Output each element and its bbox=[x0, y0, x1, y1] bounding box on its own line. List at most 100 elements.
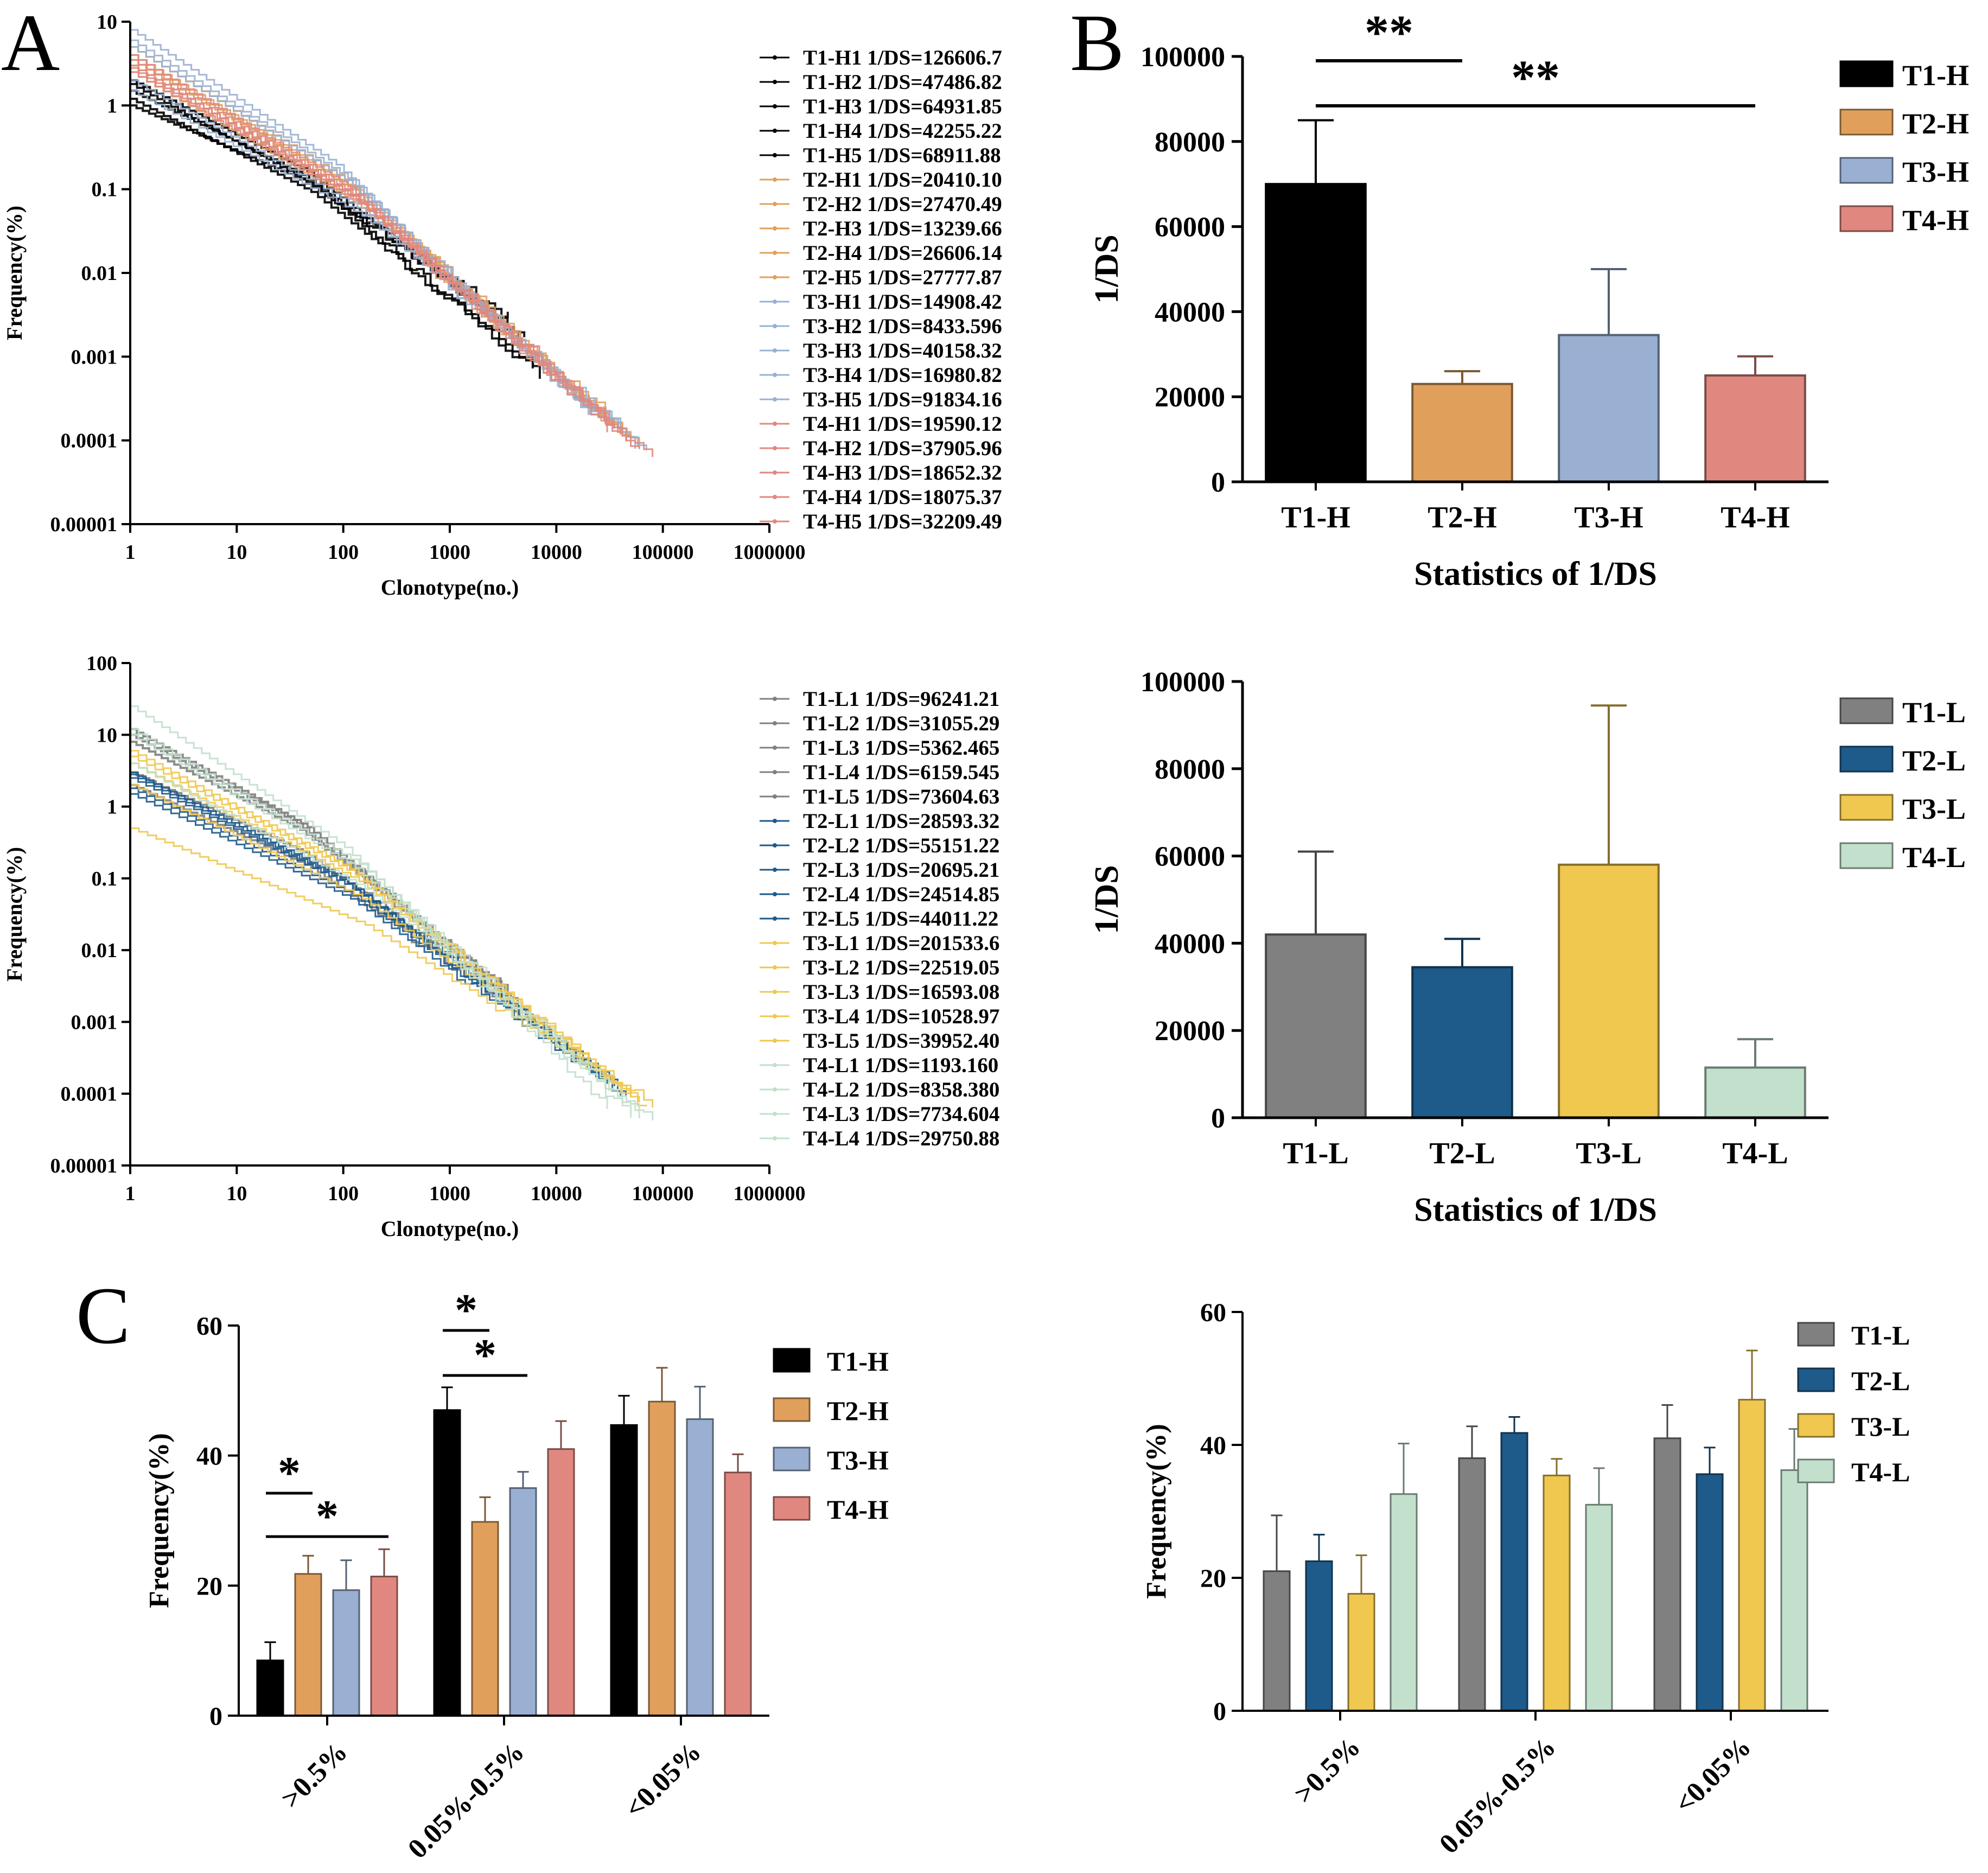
x-tick-label: 1 bbox=[125, 1182, 136, 1205]
legend-marker bbox=[773, 373, 777, 377]
legend-swatch bbox=[1839, 842, 1894, 869]
legend-swatch bbox=[1839, 794, 1894, 821]
panel-label-b: B bbox=[1070, 0, 1125, 88]
y-tick-label: 10 bbox=[97, 724, 117, 747]
legend-marker bbox=[773, 251, 777, 255]
y-axis-label: Frequency(%) bbox=[144, 1433, 175, 1608]
legend-swatch bbox=[1839, 157, 1894, 184]
y-tick-label: 0 bbox=[1213, 1697, 1226, 1726]
clone-frequency-chart-right: >0.5% 0.05%-0.5% <0.05% 0 20 40 60 Frequency(%)… bbox=[1141, 1298, 1910, 1860]
legend-marker bbox=[773, 770, 777, 774]
legend-swatch bbox=[1797, 1413, 1835, 1438]
legend-label: T3-L2 1/DS=22519.05 bbox=[803, 956, 999, 979]
x-tick-label: 1 bbox=[125, 541, 136, 564]
bar bbox=[1411, 383, 1513, 483]
legend-label: T2-H3 1/DS=13239.66 bbox=[803, 217, 1002, 240]
legend-label: T1-H1 1/DS=126606.7 bbox=[803, 46, 1002, 69]
bar bbox=[1558, 863, 1660, 1119]
legend-label: T1-H4 1/DS=42255.22 bbox=[803, 119, 1002, 143]
bar bbox=[433, 1409, 461, 1717]
bar bbox=[686, 1418, 714, 1717]
y-tick-label: 0.00001 bbox=[50, 513, 118, 536]
y-tick-label: 1 bbox=[107, 94, 117, 117]
x-tick-label: T2-L bbox=[1429, 1137, 1495, 1170]
legend-marker bbox=[773, 275, 777, 279]
ds-bar-chart-top: T1-H T2-H T3-H T4-H 0 20000 40000 60000 80000 100… bbox=[1088, 6, 1969, 593]
rank-frequency-plot-bottom: 1 10 100 1000 10000 100000 1000000 100 10 1 0.1 0.0… bbox=[2, 652, 999, 1241]
significance-marker: * bbox=[474, 1330, 496, 1380]
y-axis-label: Frequency(%) bbox=[2, 847, 27, 982]
legend-label: T1-H bbox=[1902, 59, 1969, 92]
legend-marker bbox=[773, 202, 777, 206]
y-tick-label: 40000 bbox=[1155, 297, 1225, 328]
y-tick-label: 20 bbox=[1200, 1564, 1226, 1593]
legend-label: T1-L1 1/DS=96241.21 bbox=[803, 687, 999, 711]
legend-label: T3-L3 1/DS=16593.08 bbox=[803, 980, 999, 1004]
legend-marker bbox=[773, 1063, 777, 1067]
bar bbox=[1558, 334, 1660, 483]
legend-marker bbox=[773, 1039, 777, 1043]
y-tick-label: 0.0001 bbox=[61, 1083, 118, 1106]
legend-label: T2-H2 1/DS=27470.49 bbox=[803, 193, 1002, 216]
series-line bbox=[130, 784, 647, 1106]
y-tick-label: 100 bbox=[86, 652, 117, 675]
series-line bbox=[130, 90, 647, 450]
x-tick-label: 0.05%-0.5% bbox=[1433, 1731, 1562, 1859]
bar bbox=[1585, 1504, 1613, 1712]
legend-label: T2-L3 1/DS=20695.21 bbox=[803, 858, 999, 882]
legend-marker bbox=[773, 80, 777, 84]
legend-marker bbox=[773, 819, 777, 823]
y-tick-label: 0.0001 bbox=[61, 430, 118, 453]
legend-swatch bbox=[1797, 1367, 1835, 1392]
bar bbox=[332, 1589, 360, 1717]
x-tick-label: 100000 bbox=[632, 541, 694, 564]
legend-label: T4-L3 1/DS=7734.604 bbox=[803, 1103, 999, 1126]
legend-label: T4-L2 1/DS=8358.380 bbox=[803, 1078, 999, 1101]
series-line bbox=[130, 793, 621, 1097]
legend-marker bbox=[773, 868, 777, 872]
significance-marker: * bbox=[316, 1491, 339, 1541]
x-tick-label: T4-H bbox=[1721, 501, 1790, 534]
legend-marker bbox=[773, 1136, 777, 1141]
bar bbox=[648, 1400, 676, 1717]
legend-marker bbox=[773, 892, 777, 896]
legend-label: T4-H bbox=[827, 1494, 889, 1525]
legend-swatch bbox=[1839, 60, 1894, 87]
bar bbox=[547, 1448, 575, 1717]
legend-marker bbox=[773, 721, 777, 725]
y-tick-label: 40 bbox=[196, 1442, 222, 1471]
x-tick-label: 10000 bbox=[531, 541, 582, 564]
x-tick-label: 0.05%-0.5% bbox=[402, 1736, 530, 1864]
legend-marker bbox=[773, 843, 777, 848]
x-tick-label: 1000 bbox=[429, 1182, 470, 1205]
x-tick-label: T2-H bbox=[1428, 501, 1497, 534]
legend-marker bbox=[773, 129, 777, 133]
ds-bar-chart-bottom: T1-L T2-L T3-L T4-L 0 20000 40000 60000 80000 100… bbox=[1088, 667, 1966, 1228]
legend-marker bbox=[773, 104, 777, 109]
legend-marker bbox=[773, 300, 777, 304]
x-tick-label: <0.05% bbox=[619, 1736, 707, 1824]
y-tick-label: 40 bbox=[1200, 1431, 1226, 1460]
y-axis-label: 1/DS bbox=[1088, 234, 1125, 303]
legend-label: T2-L4 1/DS=24514.85 bbox=[803, 883, 999, 906]
y-axis-label: 1/DS bbox=[1088, 865, 1125, 934]
x-tick-label: 1000 bbox=[429, 541, 470, 564]
legend-marker bbox=[773, 519, 777, 524]
legend-label: T2-H1 1/DS=20410.10 bbox=[803, 168, 1002, 192]
x-tick-label: T1-L bbox=[1283, 1137, 1348, 1170]
legend-marker bbox=[773, 916, 777, 921]
legend-label: T4-L4 1/DS=29750.88 bbox=[803, 1127, 999, 1150]
legend-label: T3-H3 1/DS=40158.32 bbox=[803, 339, 1002, 362]
y-tick-label: 0 bbox=[1211, 467, 1225, 498]
y-tick-label: 80000 bbox=[1155, 127, 1225, 158]
bar bbox=[370, 1576, 398, 1717]
legend-marker bbox=[773, 324, 777, 328]
legend-label: T1-L2 1/DS=31055.29 bbox=[803, 712, 999, 735]
y-tick-label: 0.001 bbox=[71, 346, 118, 368]
legend-marker bbox=[773, 153, 777, 157]
rank-frequency-plot-top: 1 10 100 1000 10000 100000 1000000 10 1 0.1 0.01 0.… bbox=[2, 11, 1002, 600]
legend-label: T1-H2 1/DS=47486.82 bbox=[803, 71, 1002, 94]
legend-label: T4-L bbox=[1851, 1457, 1910, 1487]
y-axis-label: Frequency(%) bbox=[2, 206, 27, 340]
legend-marker bbox=[773, 446, 777, 450]
